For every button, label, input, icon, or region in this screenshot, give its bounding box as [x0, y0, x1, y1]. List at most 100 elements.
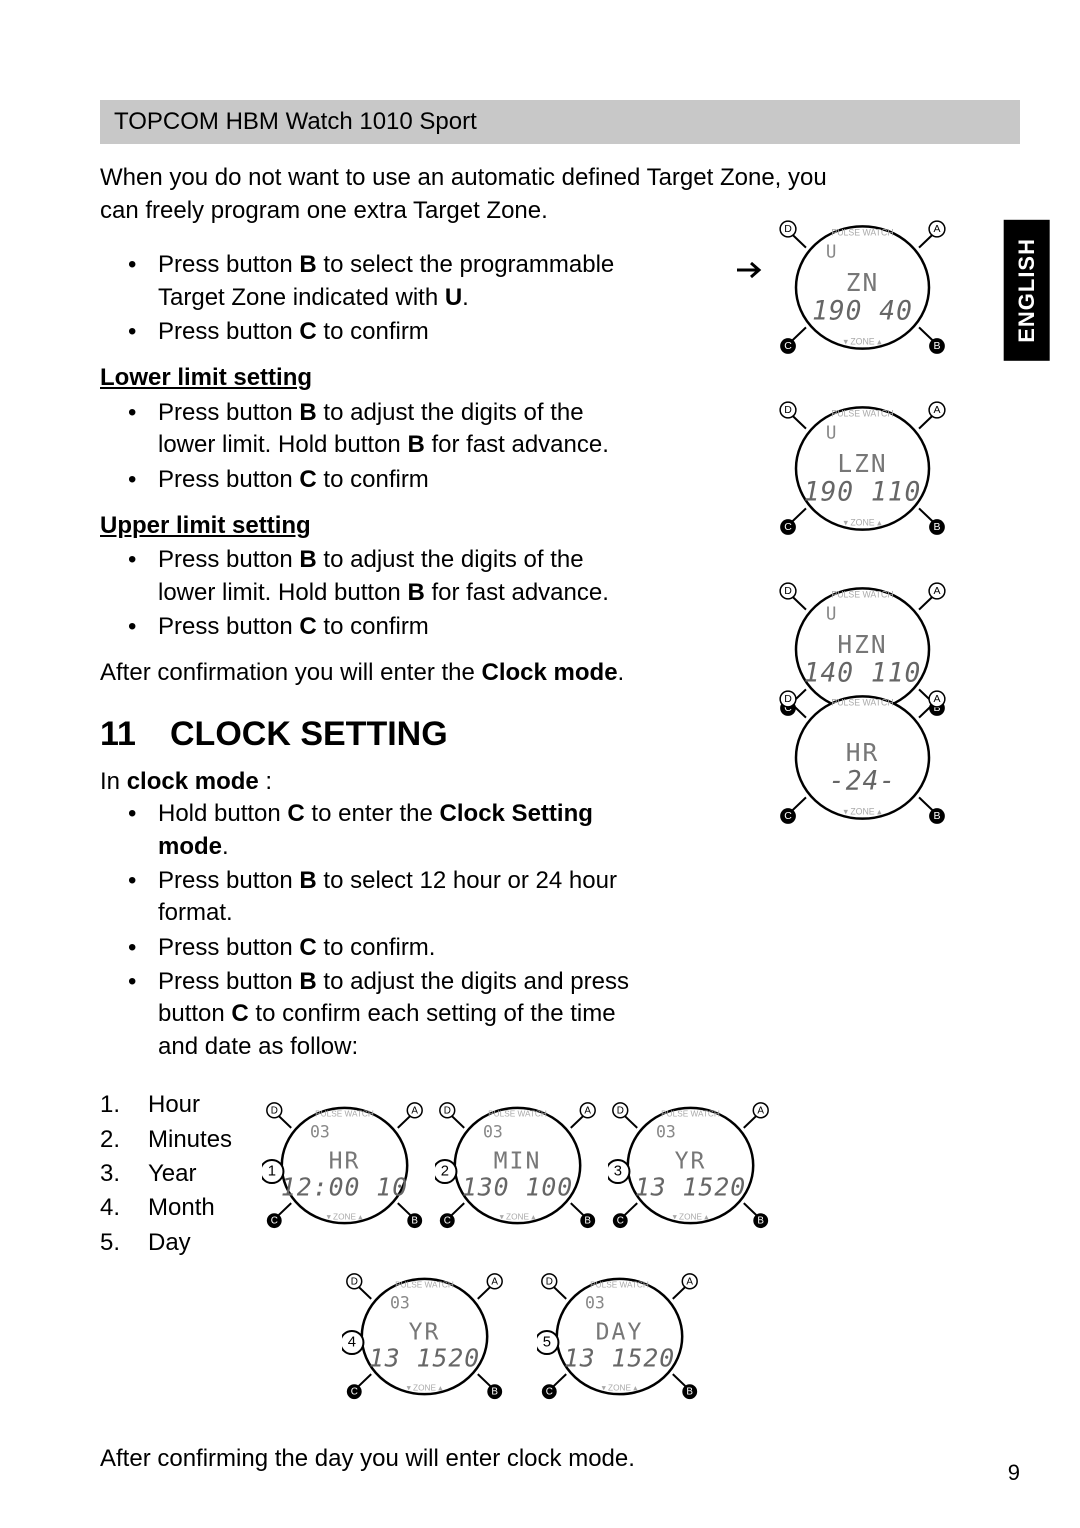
target-zone-section: Press button B to select the programmabl… [100, 249, 640, 348]
svg-text:B: B [933, 521, 940, 533]
watch-diagram: D A C B 03 DAY 13 1520 PULSE WATCH ▾ ZON… [537, 1254, 702, 1419]
bullet-item: Press button C to confirm [128, 464, 640, 496]
svg-text:D: D [784, 404, 792, 416]
svg-text:D: D [271, 1106, 278, 1117]
svg-text:C: C [784, 521, 792, 533]
svg-text:U: U [826, 605, 837, 625]
svg-text:A: A [933, 693, 940, 705]
svg-text:PULSE WATCH: PULSE WATCH [831, 590, 893, 600]
svg-text:3: 3 [614, 1164, 622, 1180]
svg-text:B: B [584, 1216, 591, 1227]
svg-text:A: A [757, 1106, 764, 1117]
svg-text:PULSE WATCH: PULSE WATCH [831, 409, 893, 419]
svg-text:B: B [686, 1387, 693, 1398]
list-item: 4.Month [100, 1192, 232, 1224]
after-day: After confirming the day you will enter … [100, 1443, 1020, 1475]
svg-text:DAY: DAY [596, 1320, 644, 1346]
bullet-item: Press button C to confirm [128, 316, 640, 348]
svg-text:U: U [826, 424, 837, 444]
svg-text:190 110: 190 110 [804, 477, 922, 507]
upper-limit-section: Upper limit setting Press button B to ad… [100, 510, 640, 644]
svg-text:▾ ZONE ▴: ▾ ZONE ▴ [500, 1213, 536, 1222]
svg-text:MIN: MIN [494, 1149, 542, 1175]
svg-text:C: C [784, 810, 792, 822]
svg-text:13 1520: 13 1520 [564, 1344, 675, 1373]
svg-text:A: A [933, 404, 940, 416]
svg-text:PULSE WATCH: PULSE WATCH [315, 1110, 374, 1119]
svg-text:ZN: ZN [846, 268, 880, 297]
svg-text:▾ ZONE ▴: ▾ ZONE ▴ [327, 1213, 363, 1222]
watch-diagram: D A C B 03 HR 12:00 10 PULSE WATCH ▾ ZON… [262, 1083, 427, 1248]
svg-text:YR: YR [675, 1149, 707, 1175]
clock-bullets: Hold button C to enter the Clock Setting… [100, 798, 640, 1063]
after-confirmation: After confirmation you will enter the Cl… [100, 657, 640, 689]
svg-text:▾ ZONE ▴: ▾ ZONE ▴ [844, 518, 883, 528]
svg-text:190 40: 190 40 [812, 296, 913, 326]
numbered-list: 1.Hour 2.Minutes 3.Year 4.Month 5.Day [100, 1089, 232, 1419]
document-header: TOPCOM HBM Watch 1010 Sport [100, 100, 1020, 144]
svg-text:1: 1 [268, 1164, 276, 1180]
svg-text:D: D [444, 1106, 451, 1117]
watch-diagram: D A C B 03 YR 13 1520 PULSE WATCH ▾ ZONE… [608, 1083, 773, 1248]
svg-text:2: 2 [441, 1164, 449, 1180]
svg-text:B: B [933, 810, 940, 822]
svg-text:D: D [784, 223, 792, 235]
svg-text:-24-: -24- [829, 766, 896, 796]
svg-text:PULSE WATCH: PULSE WATCH [661, 1110, 720, 1119]
list-item: 3.Year [100, 1158, 232, 1190]
watch-grid: D A C B 03 HR 12:00 10 PULSE WATCH ▾ ZON… [262, 1083, 773, 1419]
svg-text:PULSE WATCH: PULSE WATCH [488, 1110, 547, 1119]
svg-text:▾ ZONE ▴: ▾ ZONE ▴ [602, 1384, 638, 1393]
list-item: 5.Day [100, 1227, 232, 1259]
watch-single-right: D A C B HR -24- PULSE WATCH ▾ ZONE ▴ [775, 670, 950, 845]
svg-text:C: C [617, 1216, 624, 1227]
svg-text:HR: HR [846, 738, 880, 767]
svg-text:PULSE WATCH: PULSE WATCH [831, 698, 893, 708]
svg-text:03: 03 [310, 1123, 330, 1142]
svg-text:130 100: 130 100 [462, 1173, 573, 1202]
svg-text:LZN: LZN [837, 449, 887, 478]
svg-text:03: 03 [483, 1123, 503, 1142]
svg-text:C: C [271, 1216, 278, 1227]
section-heading: Lower limit setting [100, 362, 640, 394]
svg-text:U: U [826, 243, 837, 263]
svg-text:A: A [686, 1277, 693, 1288]
svg-text:B: B [411, 1216, 418, 1227]
svg-text:PULSE WATCH: PULSE WATCH [395, 1281, 454, 1290]
svg-text:A: A [933, 585, 940, 597]
page-number: 9 [1008, 1458, 1020, 1488]
svg-text:A: A [933, 223, 940, 235]
svg-text:4: 4 [348, 1335, 356, 1351]
svg-text:C: C [784, 340, 792, 352]
svg-text:▾ ZONE ▴: ▾ ZONE ▴ [844, 337, 883, 347]
watch-stack-right: D A C B U ZN 190 40 PULSE WATCH ▾ ZONE ▴… [775, 200, 950, 737]
chapter-heading: 11CLOCK SETTING [100, 712, 640, 758]
bullet-item: Press button C to confirm. [128, 932, 640, 964]
bullet-item: Press button B to adjust the digits and … [128, 966, 640, 1063]
list-item: 1.Hour [100, 1089, 232, 1121]
svg-text:B: B [933, 340, 940, 352]
svg-text:12:00 10: 12:00 10 [281, 1173, 408, 1202]
list-item: 2.Minutes [100, 1124, 232, 1156]
bullet-item: Hold button C to enter the Clock Setting… [128, 798, 640, 863]
svg-text:B: B [757, 1216, 764, 1227]
svg-text:HR: HR [329, 1149, 361, 1175]
svg-text:A: A [411, 1106, 418, 1117]
svg-text:A: A [584, 1106, 591, 1117]
svg-text:C: C [444, 1216, 451, 1227]
svg-text:A: A [491, 1277, 498, 1288]
bullet-item: Press button B to select the programmabl… [128, 249, 640, 314]
bullet-item: Press button B to adjust the digits of t… [128, 397, 640, 462]
svg-text:▾ ZONE ▴: ▾ ZONE ▴ [407, 1384, 443, 1393]
svg-text:▾ ZONE ▴: ▾ ZONE ▴ [673, 1213, 709, 1222]
svg-text:03: 03 [390, 1294, 410, 1313]
svg-text:HZN: HZN [837, 630, 887, 659]
svg-text:D: D [351, 1277, 358, 1288]
language-tab: ENGLISH [1004, 220, 1050, 361]
bullet-item: Press button B to select 12 hour or 24 h… [128, 865, 640, 930]
bullet-item: Press button B to adjust the digits of t… [128, 544, 640, 609]
svg-text:03: 03 [585, 1294, 605, 1313]
bullet-item: Press button C to confirm [128, 611, 640, 643]
svg-text:C: C [351, 1387, 358, 1398]
svg-text:PULSE WATCH: PULSE WATCH [831, 228, 893, 238]
